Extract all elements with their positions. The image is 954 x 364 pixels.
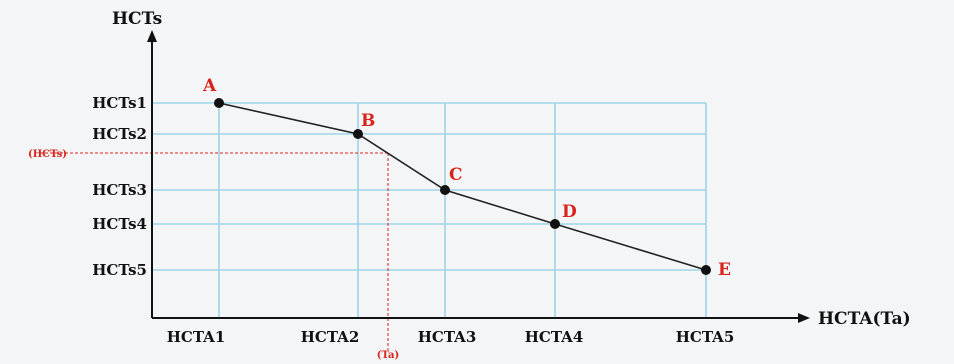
axes: HCTs HCTA(Ta) <box>112 9 911 329</box>
y-tick-label: HCTs5 <box>92 261 147 279</box>
data-point-D <box>550 219 560 229</box>
tick-labels: HCTs1 HCTs2 HCTs3 HCTs4 HCTs5 HCTA1 HCTA2 HCTA3… <box>92 94 734 346</box>
point-label-D: D <box>562 202 577 222</box>
reference-y-label: (HCTs) <box>28 149 67 160</box>
point-label-C: C <box>449 165 463 185</box>
data-point-B <box>353 129 363 139</box>
y-tick-label: HCTs1 <box>92 94 147 112</box>
point-label-B: B <box>361 111 375 131</box>
data-point-E <box>701 265 711 275</box>
series: A B C D E <box>202 76 731 280</box>
point-label-E: E <box>718 260 731 280</box>
y-tick-label: HCTs3 <box>92 181 147 199</box>
x-tick-label: HCTA3 <box>418 328 477 346</box>
grid <box>152 102 707 318</box>
x-tick-label: HCTA2 <box>301 328 360 346</box>
y-tick-label: HCTs2 <box>92 125 147 143</box>
reference-x-label: (Ta) <box>377 350 399 361</box>
data-point-A <box>214 98 224 108</box>
x-tick-label: HCTA1 <box>167 328 226 346</box>
data-point-C <box>440 185 450 195</box>
point-label-A: A <box>202 76 217 96</box>
series-line <box>218 102 707 271</box>
y-axis-title: HCTs <box>112 9 162 29</box>
x-tick-label: HCTA4 <box>525 328 584 346</box>
y-tick-label: HCTs4 <box>92 215 147 233</box>
reference-guides: (HCTs) (Ta) <box>28 149 399 361</box>
x-axis-title: HCTA(Ta) <box>818 309 911 329</box>
x-tick-label: HCTA5 <box>676 328 735 346</box>
